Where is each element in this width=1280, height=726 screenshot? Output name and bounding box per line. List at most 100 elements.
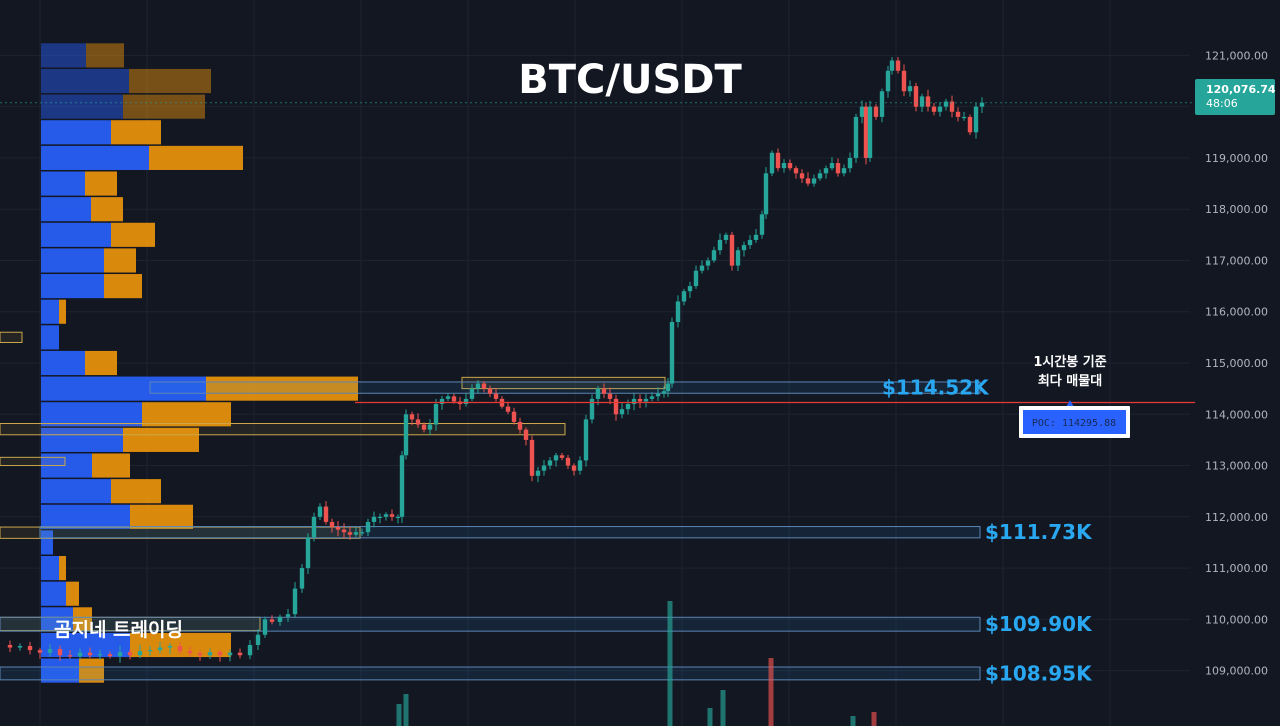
candle-body <box>973 106 979 133</box>
candle-body <box>269 619 275 622</box>
candle-body <box>177 646 183 652</box>
candle-body <box>705 260 711 266</box>
volume-profile-down-bar <box>111 222 155 247</box>
candle-body <box>753 234 759 240</box>
volume-profile-down-bar <box>86 43 124 68</box>
poc-pointer-icon <box>1066 400 1074 407</box>
volume-bar <box>667 601 673 726</box>
candle-body <box>347 532 353 535</box>
volume-profile-down-bar <box>92 453 130 478</box>
volume-profile-down-bar <box>149 145 243 170</box>
candle-body <box>335 527 341 530</box>
candle-body <box>717 239 723 251</box>
candle-body <box>711 250 717 261</box>
candle-body <box>493 393 499 399</box>
candle-body <box>961 116 967 119</box>
candlesticks <box>7 56 985 663</box>
candle-body <box>937 106 943 112</box>
candle-body <box>433 404 439 425</box>
candle-body <box>511 411 517 422</box>
price-zone <box>0 331 23 343</box>
volume-profile-up-bar <box>41 632 130 658</box>
candle-body <box>77 652 83 657</box>
candle-body <box>823 168 829 174</box>
level-label: $114.52K <box>882 376 990 400</box>
chart-title: BTC/USDT <box>518 57 742 103</box>
price-zone <box>0 422 566 436</box>
price-tick-label: 111,000.00 <box>1205 562 1268 575</box>
candle-body <box>793 168 799 174</box>
volume-profile <box>41 43 358 683</box>
price-tick-label: 117,000.00 <box>1205 254 1268 267</box>
volume-profile-down-bar <box>123 94 205 119</box>
volume-profile-down-bar <box>104 248 136 273</box>
candle-body <box>665 383 671 392</box>
volume-profile-down-bar <box>91 197 123 222</box>
candle-body <box>699 265 705 271</box>
candle-body <box>589 398 595 420</box>
brand-watermark: 곰지네 트레이딩 <box>54 619 183 641</box>
volume-profile-up-bar <box>41 350 85 376</box>
candle-body <box>311 516 317 538</box>
candle-body <box>329 521 335 528</box>
volume-profile-down-bar <box>111 120 161 145</box>
price-tick-label: 121,000.00 <box>1205 49 1268 62</box>
candle-body <box>547 460 553 466</box>
candle-body <box>859 106 865 117</box>
candle-body <box>769 152 775 174</box>
price-tick-label: 115,000.00 <box>1205 357 1268 370</box>
candle-body <box>299 568 305 589</box>
current-price-tag: 120,076.74 48:06 <box>1195 79 1276 115</box>
candle-body <box>395 516 401 519</box>
candle-body <box>47 649 53 653</box>
candle-body <box>835 163 841 174</box>
candle-body <box>529 439 535 476</box>
volume-bar <box>396 704 402 726</box>
candle-body <box>57 649 63 656</box>
candle-body <box>463 398 469 405</box>
candle-body <box>907 86 913 92</box>
level-label: $109.90K <box>985 612 1093 636</box>
candle-body <box>415 419 421 425</box>
candle-body <box>359 532 365 534</box>
candle-body <box>955 111 961 117</box>
candle-body <box>421 424 427 430</box>
candle-body <box>439 398 445 405</box>
candle-body <box>577 460 583 471</box>
volume-bar <box>720 690 726 726</box>
level-zone <box>0 616 981 632</box>
level-zone <box>149 381 981 394</box>
level-zone <box>39 526 981 539</box>
volume-profile-down-bar <box>85 350 117 376</box>
volume-profile-up-bar <box>41 120 111 145</box>
candle-body <box>693 270 699 287</box>
volume-profile-up-bar <box>41 171 85 196</box>
candle-body <box>305 537 311 569</box>
volume-profile-down-bar <box>73 607 92 632</box>
candle-body <box>619 409 625 415</box>
candle-body <box>895 60 901 71</box>
candle-body <box>607 393 613 399</box>
candle-body <box>913 86 919 107</box>
candle-body <box>523 429 529 440</box>
price-zone <box>461 376 666 390</box>
candle-body <box>735 250 741 266</box>
level-labels: $114.52K $111.73K $109.90K $108.95K <box>882 376 1093 686</box>
candle-body <box>117 652 123 657</box>
candle-body <box>595 388 601 399</box>
candle-body <box>445 396 451 399</box>
candle-body <box>643 398 649 402</box>
level-zone <box>0 666 981 681</box>
price-tick-label: 118,000.00 <box>1205 203 1268 216</box>
candle-body <box>517 421 523 430</box>
volume-profile-down-bar <box>59 556 66 581</box>
candle-body <box>741 245 747 251</box>
candle-body <box>763 173 769 215</box>
candle-body <box>625 404 631 410</box>
price-axis[interactable]: 121,000.00120,000.00119,000.00118,000.00… <box>1205 49 1268 677</box>
price-tick-label: 119,000.00 <box>1205 152 1268 165</box>
candle-body <box>427 424 433 430</box>
candle-body <box>97 654 103 656</box>
candle-body <box>37 650 43 653</box>
